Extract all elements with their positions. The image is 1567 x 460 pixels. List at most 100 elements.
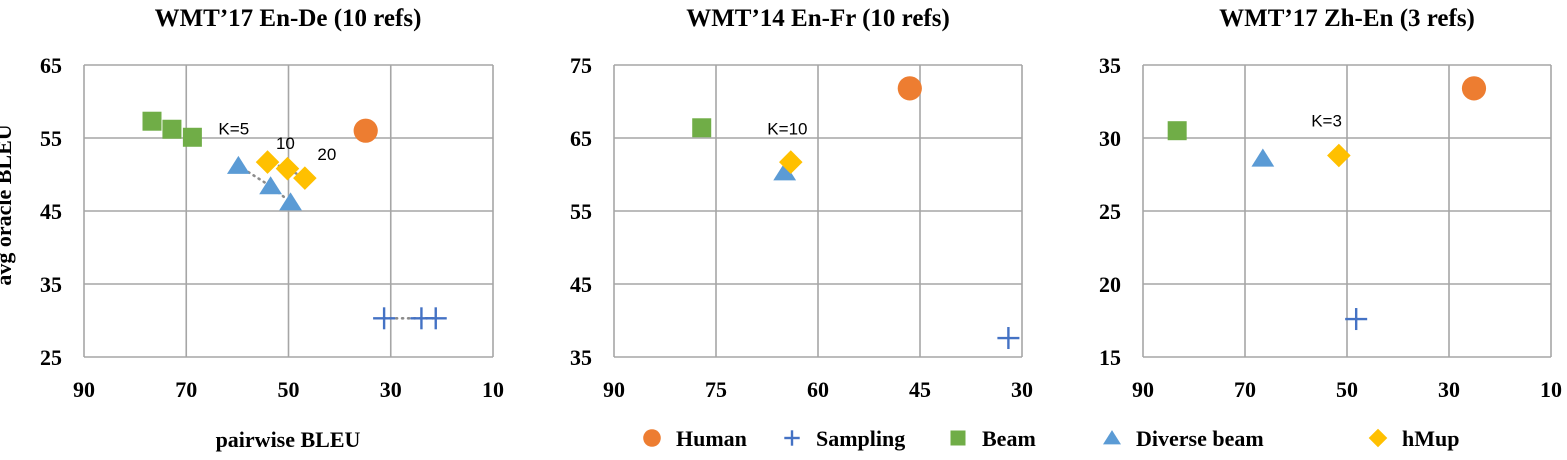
diverse-beam-triangle-marker-icon	[226, 155, 250, 174]
x-tick-label: 90	[73, 377, 95, 402]
y-tick-label: 35	[40, 272, 62, 297]
legend-label: Beam	[982, 426, 1036, 451]
legend-label: Sampling	[816, 426, 905, 451]
y-tick-label: 75	[570, 53, 592, 78]
chart-panel-en-de: WMT’17 En-De (10 refs) 25 35 45 55 65 90 70 50 30…	[40, 5, 504, 402]
legend-triangle-icon	[1103, 430, 1121, 445]
k-annotation: 20	[317, 145, 336, 164]
y-tick-label: 65	[40, 53, 62, 78]
hmup-diamond-marker-icon	[255, 150, 280, 174]
y-tick-labels: 25 35 45 55 65	[40, 53, 62, 370]
legend-item-beam: Beam	[950, 426, 1036, 451]
hmup-diamond-marker-icon	[779, 150, 803, 174]
legend-square-icon	[950, 430, 966, 446]
hmup-diamond-marker-icon	[1327, 143, 1351, 168]
beam-square-marker-icon	[1167, 121, 1187, 141]
x-tick-label: 30	[1438, 377, 1460, 402]
legend-item-sampling: Sampling	[784, 426, 905, 451]
x-tick-label: 70	[175, 377, 197, 402]
human-circle-marker-icon	[1461, 76, 1487, 101]
legend: Human Sampling Beam Diverse beam hMup	[643, 426, 1459, 451]
hmup-diamond-marker-icon	[293, 166, 317, 190]
x-tick-label: 90	[1132, 377, 1154, 402]
y-tick-label: 25	[1099, 199, 1121, 224]
y-tick-label: 25	[40, 345, 62, 370]
series-human	[353, 118, 378, 143]
x-tick-labels: 90 70 50 30 10	[1132, 377, 1562, 402]
legend-item-diverse-beam: Diverse beam	[1103, 426, 1264, 451]
series-hmup	[1327, 143, 1351, 168]
beam-square-marker-icon	[162, 119, 182, 139]
chart-title: WMT’14 En-Fr (10 refs)	[686, 5, 950, 32]
series-human	[1461, 76, 1487, 101]
series-beam	[692, 118, 712, 138]
legend-label: hMup	[1402, 426, 1459, 451]
human-circle-marker-icon	[353, 118, 378, 143]
x-tick-label: 75	[705, 377, 727, 402]
series-diverse-beam	[773, 162, 797, 181]
legend-label: Human	[676, 426, 747, 451]
diverse-beam-triangle-marker-icon	[773, 162, 797, 181]
k-annotation: 10	[276, 134, 295, 153]
series-hmup	[779, 150, 803, 174]
y-tick-labels: 15 20 25 30 35	[1099, 53, 1121, 370]
series-beam	[142, 111, 202, 147]
legend-plus-icon	[784, 430, 800, 446]
beam-square-marker-icon	[692, 118, 712, 138]
series-hmup	[255, 150, 317, 190]
x-tick-label: 60	[807, 377, 829, 402]
x-tick-label: 10	[1540, 377, 1562, 402]
k-annotation: K=3	[1311, 111, 1342, 130]
y-tick-label: 20	[1099, 272, 1121, 297]
chart-title: WMT’17 Zh-En (3 refs)	[1219, 5, 1475, 32]
series-sampling	[373, 307, 447, 330]
sampling-plus-marker-icon	[997, 327, 1020, 350]
series-sampling	[1345, 308, 1368, 331]
sampling-plus-marker-icon	[424, 307, 447, 330]
x-tick-label: 30	[380, 377, 402, 402]
beam-square-marker-icon	[142, 111, 162, 131]
series-diverse-beam	[226, 155, 302, 211]
diverse-beam-triangle-marker-icon	[279, 192, 302, 211]
x-tick-label: 90	[603, 377, 625, 402]
gridlines	[83, 64, 494, 358]
y-tick-label: 35	[1099, 53, 1121, 78]
x-tick-label: 70	[1234, 377, 1256, 402]
series-diverse-beam	[1251, 148, 1275, 167]
hmup-diamond-marker-icon	[275, 156, 300, 181]
series-beam	[1167, 121, 1187, 141]
gridlines	[613, 64, 1023, 358]
y-tick-label: 55	[570, 199, 592, 224]
human-circle-marker-icon	[897, 76, 922, 101]
legend-label: Diverse beam	[1136, 426, 1264, 451]
x-tick-labels: 90 75 60 45 30	[603, 377, 1033, 402]
sampling-plus-marker-icon	[1345, 308, 1368, 331]
chart-panel-en-fr: WMT’14 En-Fr (10 refs) 35 45 55 65 75 90 75 60 45…	[570, 5, 1033, 402]
x-tick-label: 50	[1336, 377, 1358, 402]
x-tick-label: 10	[482, 377, 504, 402]
diverse-beam-triangle-marker-icon	[1251, 148, 1275, 167]
x-axis-label: pairwise BLEU	[216, 427, 361, 452]
diverse-beam-triangle-marker-icon	[259, 176, 283, 195]
legend-item-hmup: hMup	[1368, 426, 1459, 451]
y-tick-label: 55	[40, 126, 62, 151]
y-tick-labels: 35 45 55 65 75	[570, 53, 592, 370]
y-axis-label: avg oracle BLEU	[0, 124, 16, 285]
gridlines	[1142, 64, 1552, 358]
legend-circle-icon	[643, 429, 661, 447]
series-sampling	[997, 327, 1020, 350]
y-tick-label: 45	[40, 199, 62, 224]
y-tick-label: 30	[1099, 126, 1121, 151]
x-tick-labels: 90 70 50 30 10	[73, 377, 504, 402]
legend-diamond-icon	[1368, 428, 1388, 448]
y-tick-label: 45	[570, 272, 592, 297]
sampling-plus-marker-icon	[373, 307, 396, 330]
k-annotation: K=10	[767, 119, 807, 138]
x-tick-label: 30	[1011, 377, 1033, 402]
series-human	[897, 76, 922, 101]
x-tick-label: 50	[278, 377, 300, 402]
y-tick-label: 15	[1099, 345, 1121, 370]
legend-item-human: Human	[643, 426, 747, 451]
